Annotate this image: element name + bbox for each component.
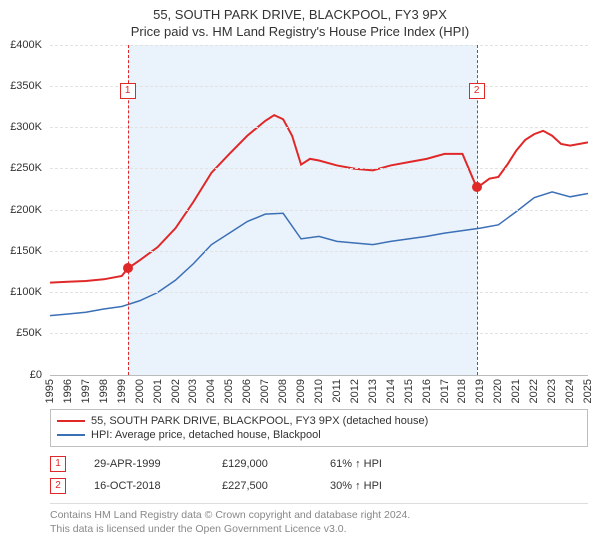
legend-row: 55, SOUTH PARK DRIVE, BLACKPOOL, FY3 9PX… (57, 414, 581, 428)
event-date: 29-APR-1999 (94, 458, 194, 470)
y-tick-label: £400K (10, 39, 42, 51)
x-tick-label: 2017 (439, 379, 451, 403)
y-tick-label: £50K (16, 327, 42, 339)
x-tick-label: 2012 (349, 379, 361, 403)
plot-region: £0£50K£100K£150K£200K£250K£300K£350K£400… (50, 45, 588, 376)
legend-swatch (57, 420, 85, 422)
x-axis: 1995199619971998199920002001200220032004… (50, 379, 588, 405)
grid-line (50, 168, 588, 169)
x-tick-label: 2006 (241, 379, 253, 403)
event-marker (472, 182, 482, 192)
x-tick-label: 2020 (492, 379, 504, 403)
x-tick-label: 2023 (546, 379, 558, 403)
event-row: 2 16-OCT-2018 £227,500 30% ↑ HPI (50, 475, 588, 497)
grid-line (50, 210, 588, 211)
grid-line (50, 292, 588, 293)
x-tick-label: 2018 (456, 379, 468, 403)
x-tick-label: 2001 (152, 379, 164, 403)
event-date: 16-OCT-2018 (94, 480, 194, 492)
x-tick-label: 2004 (205, 379, 217, 403)
x-tick-label: 2014 (385, 379, 397, 403)
x-tick-label: 1996 (62, 379, 74, 403)
x-tick-label: 2022 (528, 379, 540, 403)
x-tick-label: 2015 (403, 379, 415, 403)
event-delta: 61% ↑ HPI (330, 458, 410, 470)
event-marker (123, 263, 133, 273)
x-tick-label: 2024 (564, 379, 576, 403)
x-tick-label: 2019 (474, 379, 486, 403)
chart-container: 55, SOUTH PARK DRIVE, BLACKPOOL, FY3 9PX… (0, 0, 600, 560)
footer-line-2: This data is licensed under the Open Gov… (50, 522, 588, 536)
y-tick-label: £250K (10, 162, 42, 174)
x-tick-label: 2016 (421, 379, 433, 403)
event-row: 1 29-APR-1999 £129,000 61% ↑ HPI (50, 453, 588, 475)
grid-line (50, 251, 588, 252)
footer: Contains HM Land Registry data © Crown c… (50, 508, 588, 536)
x-tick-label: 2010 (313, 379, 325, 403)
event-number-box: 2 (469, 83, 485, 99)
x-tick-label: 2008 (277, 379, 289, 403)
chart-title: 55, SOUTH PARK DRIVE, BLACKPOOL, FY3 9PX (0, 0, 600, 24)
y-tick-label: £100K (10, 286, 42, 298)
y-tick-label: £200K (10, 204, 42, 216)
y-tick-label: £150K (10, 245, 42, 257)
x-tick-label: 2003 (187, 379, 199, 403)
event-table: 1 29-APR-1999 £129,000 61% ↑ HPI 2 16-OCT-201… (50, 447, 588, 504)
footer-line-1: Contains HM Land Registry data © Crown c… (50, 508, 588, 522)
grid-line (50, 333, 588, 334)
x-tick-label: 2007 (259, 379, 271, 403)
legend: 55, SOUTH PARK DRIVE, BLACKPOOL, FY3 9PX… (50, 409, 588, 447)
legend-swatch (57, 434, 85, 436)
y-axis: £0£50K£100K£150K£200K£250K£300K£350K£400… (2, 45, 46, 375)
x-tick-label: 2021 (510, 379, 522, 403)
x-tick-label: 2025 (582, 379, 594, 403)
x-tick-label: 1997 (80, 379, 92, 403)
x-tick-label: 2009 (295, 379, 307, 403)
event-row-number: 1 (50, 456, 66, 472)
event-number-box: 1 (120, 83, 136, 99)
event-row-number: 2 (50, 478, 66, 494)
y-tick-label: £300K (10, 121, 42, 133)
event-delta: 30% ↑ HPI (330, 480, 410, 492)
y-tick-label: £0 (30, 369, 42, 381)
x-tick-label: 2013 (367, 379, 379, 403)
legend-row: HPI: Average price, detached house, Blac… (57, 428, 581, 442)
chart-plot-area: £0£50K£100K£150K£200K£250K£300K£350K£400… (50, 45, 588, 405)
chart-subtitle: Price paid vs. HM Land Registry's House … (0, 24, 600, 39)
x-tick-label: 1999 (116, 379, 128, 403)
grid-line (50, 45, 588, 46)
x-tick-label: 2002 (170, 379, 182, 403)
legend-label: HPI: Average price, detached house, Blac… (91, 429, 321, 441)
x-tick-label: 2011 (331, 379, 343, 403)
grid-line (50, 127, 588, 128)
x-tick-label: 1995 (44, 379, 56, 403)
y-tick-label: £350K (10, 80, 42, 92)
x-tick-label: 1998 (98, 379, 110, 403)
event-price: £227,500 (222, 480, 302, 492)
legend-label: 55, SOUTH PARK DRIVE, BLACKPOOL, FY3 9PX… (91, 415, 428, 427)
series-price_paid (50, 115, 588, 282)
x-tick-label: 2005 (223, 379, 235, 403)
event-price: £129,000 (222, 458, 302, 470)
x-tick-label: 2000 (134, 379, 146, 403)
